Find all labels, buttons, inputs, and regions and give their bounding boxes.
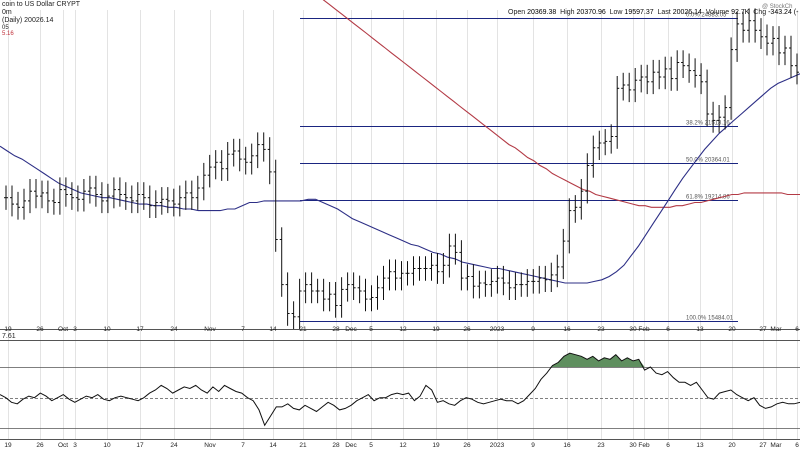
- x-tick-label: 24: [170, 326, 178, 333]
- ma-200-line: [322, 0, 800, 208]
- indicator-panel: [0, 352, 800, 429]
- x-axis-ticks: 19 19 26 26 Oct Oct 3 3 10 10 17 17 24 24 Nov Nov 7 7 14 14…: [4, 326, 799, 449]
- x-tick-label-bottom: 3: [73, 442, 77, 449]
- indicator-label: 7.61: [2, 333, 16, 340]
- x-tick-label-bottom: 7: [241, 442, 245, 449]
- x-tick-label: 13: [696, 326, 704, 333]
- fib-label: 50.0% 20364.01: [686, 158, 730, 164]
- x-tick-label-bottom: 13: [696, 442, 704, 449]
- x-tick-label: 6: [666, 326, 670, 333]
- x-tick-label: 17: [136, 326, 144, 333]
- x-tick-label: 7: [241, 326, 245, 333]
- x-tick-label-bottom: 12: [399, 442, 407, 449]
- x-tick-label: Nov: [204, 326, 216, 333]
- x-tick-label-bottom: 14: [269, 442, 277, 449]
- x-tick-label: 23: [597, 326, 605, 333]
- chg-label: Chg: [753, 9, 767, 16]
- fib-label: 100.0% 15484.01: [686, 316, 734, 322]
- x-tick-label-bottom: 21: [299, 442, 307, 449]
- x-tick-label-bottom: Dec: [345, 442, 357, 449]
- x-tick-label-bottom: 23: [597, 442, 605, 449]
- x-tick-label-bottom: 9: [531, 442, 535, 449]
- stat-one: 05: [2, 25, 9, 31]
- x-tick-label: 14: [269, 326, 277, 333]
- chg-value: -343.24 (-: [768, 9, 799, 16]
- x-tick-label: 5: [369, 326, 373, 333]
- x-tick-label-bottom: 24: [170, 442, 178, 449]
- x-tick-label-bottom: 6: [795, 442, 799, 449]
- watermark: @ StockCh: [762, 4, 792, 10]
- daily-line: (Daily) 20026.14: [2, 17, 54, 24]
- x-tick-label: Mar: [770, 326, 782, 333]
- indicator-line: [0, 352, 800, 427]
- ma-50-path: [0, 73, 800, 284]
- last-label: Last: [657, 9, 671, 16]
- grid-lines: [8, 10, 798, 440]
- x-tick-label: 20: [728, 326, 736, 333]
- fibonacci-levels: 0.0% 24883.05 38.2% 21513.16 50.0% 20364.0…: [300, 13, 738, 322]
- ma-50-line: [0, 73, 800, 284]
- x-tick-label-bottom: 17: [136, 442, 144, 449]
- x-tick-label: 16: [563, 326, 571, 333]
- x-tick-label-bottom: 5: [369, 442, 373, 449]
- x-tick-label: Feb: [638, 326, 650, 333]
- x-tick-label-bottom: 6: [666, 442, 670, 449]
- x-tick-label-bottom: 26: [463, 442, 471, 449]
- x-tick-label: 10: [103, 326, 111, 333]
- volume-value: 92.7K: [731, 9, 750, 16]
- low-value: 19597.37: [624, 9, 654, 16]
- x-tick-label-bottom: 10: [103, 442, 111, 449]
- stat-two: 5.16: [2, 31, 14, 37]
- x-tick-label-bottom: Feb: [638, 442, 650, 449]
- x-tick-label: 6: [795, 326, 799, 333]
- x-tick-label-bottom: 2023: [490, 442, 505, 449]
- fib-label: 38.2% 21513.16: [686, 121, 730, 127]
- x-tick-label: 19: [432, 326, 440, 333]
- x-tick-label: 2023: [490, 326, 505, 333]
- high-label: High: [560, 9, 575, 16]
- high-value: 20370.96: [576, 9, 606, 16]
- x-tick-label-bottom: Oct: [58, 442, 68, 449]
- low-label: Low: [609, 9, 623, 16]
- x-tick-label: 3: [73, 326, 77, 333]
- x-tick-label-bottom: 26: [36, 442, 44, 449]
- x-tick-label: 9: [531, 326, 535, 333]
- x-tick-label: 27: [759, 326, 767, 333]
- x-tick-label-bottom: Nov: [204, 442, 216, 449]
- symbol-line: coin to US Dollar CRYPT: [2, 1, 81, 8]
- x-tick-label-bottom: 16: [563, 442, 571, 449]
- x-tick-label-bottom: Mar: [770, 442, 782, 449]
- x-tick-label-bottom: 30: [629, 442, 637, 449]
- fib-label: 61.8% 19214.86: [686, 195, 730, 201]
- volume-label: Volume: [705, 9, 730, 16]
- x-tick-label: 30: [629, 326, 637, 333]
- x-tick-label-bottom: 27: [759, 442, 767, 449]
- last-value: 20026.14: [672, 9, 702, 16]
- x-tick-label: 21: [299, 326, 307, 333]
- ma-200-path: [322, 0, 800, 208]
- x-tick-label: Oct: [58, 326, 68, 333]
- open-value: 20369.38: [527, 9, 557, 16]
- fib-label: 0.0% 24883.05: [686, 13, 727, 19]
- open-label: Open: [508, 9, 526, 16]
- x-tick-label: 26: [36, 326, 44, 333]
- x-tick-label: Dec: [345, 326, 357, 333]
- x-tick-label: 12: [399, 326, 407, 333]
- price-bars: [4, 8, 799, 329]
- x-tick-label-bottom: 20: [728, 442, 736, 449]
- x-tick-label-bottom: 28: [332, 442, 340, 449]
- x-tick-label-bottom: 19: [432, 442, 440, 449]
- period-line: 0m: [2, 9, 12, 16]
- ohlc-readout: Open 20369.38 High 20370.96 Low 19597.37…: [508, 9, 798, 16]
- x-tick-label-bottom: 19: [4, 442, 12, 449]
- x-tick-label: 28: [332, 326, 340, 333]
- x-tick-label: 26: [463, 326, 471, 333]
- x-tick-label: 19: [4, 326, 12, 333]
